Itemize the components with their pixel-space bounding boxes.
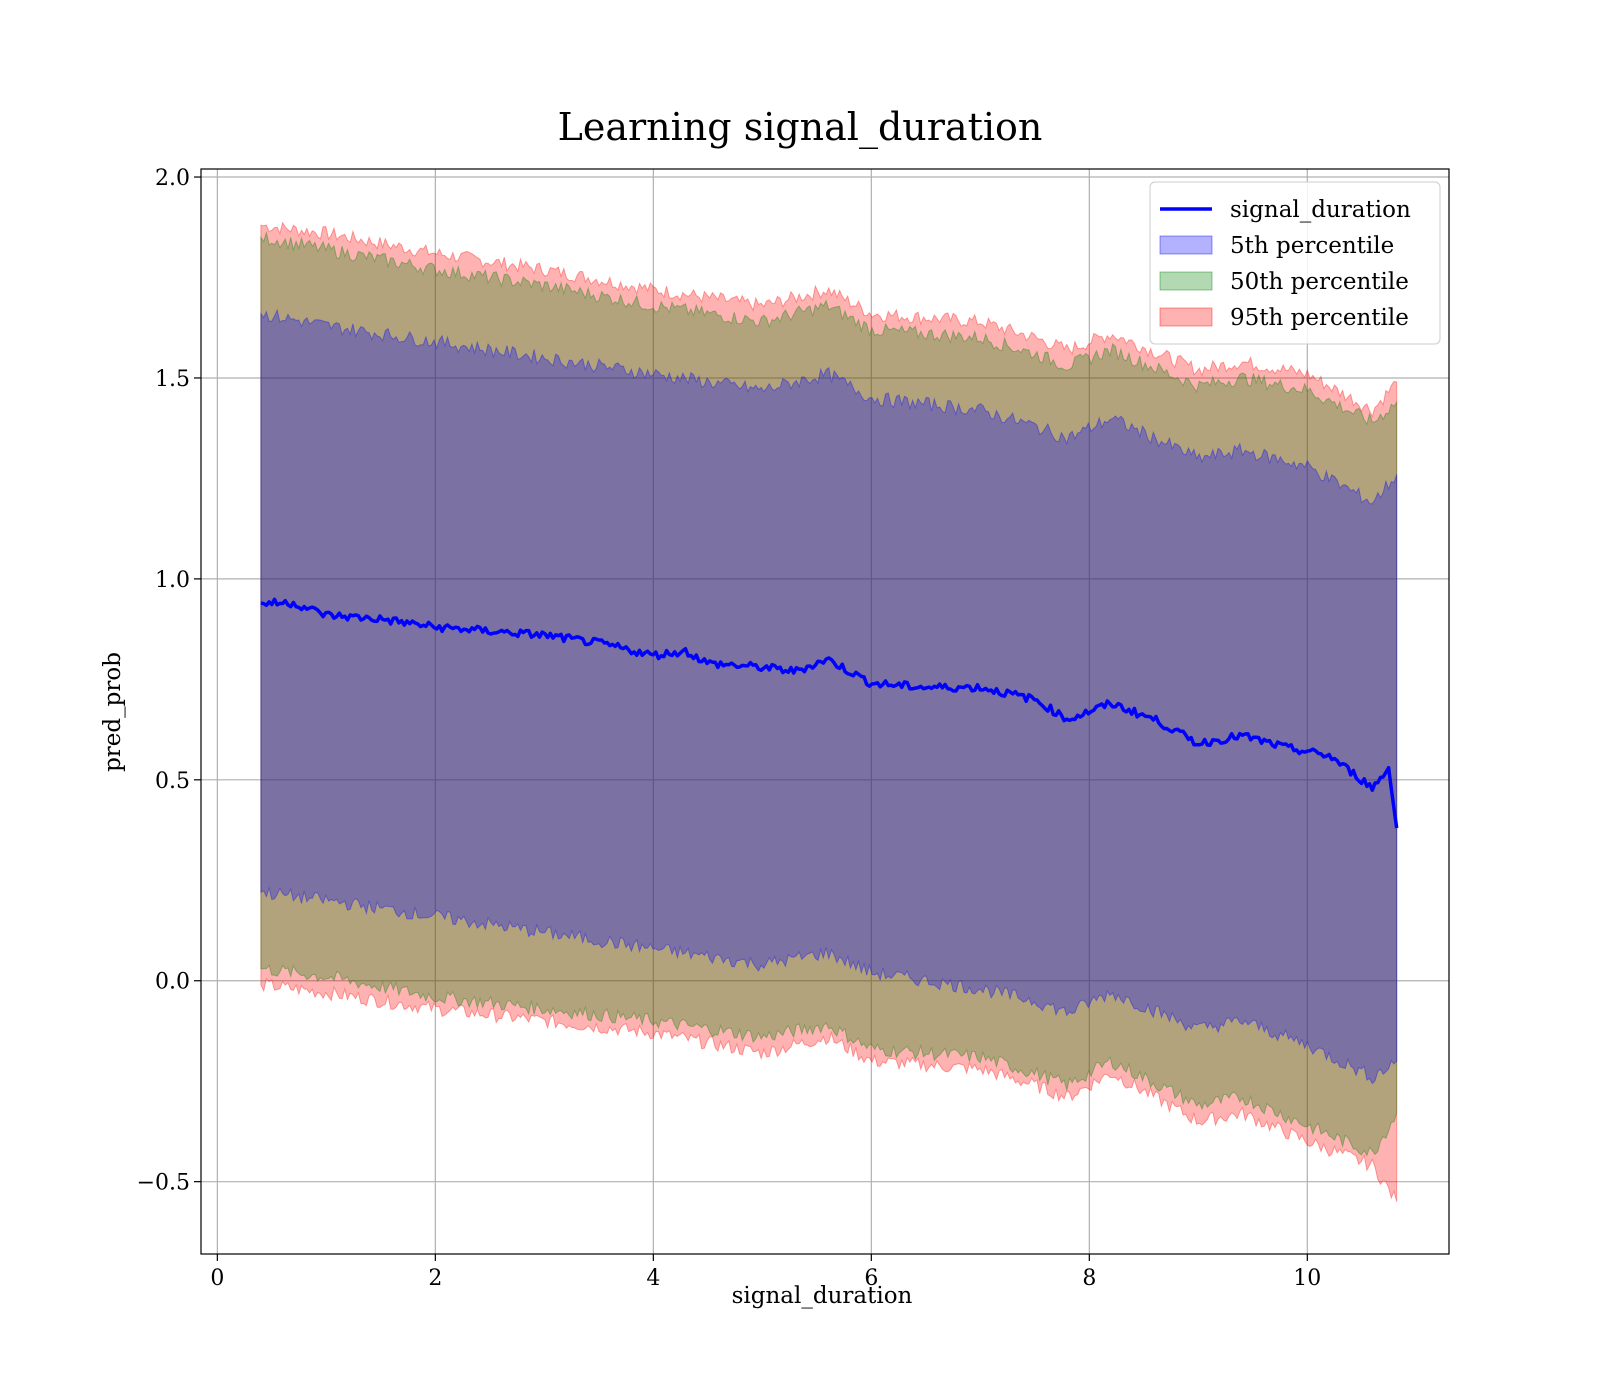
legend: signal_duration 5th percentile 50th percen… bbox=[1149, 181, 1441, 345]
y-tick-label: 1.5 bbox=[155, 367, 190, 392]
percentile-bands bbox=[260, 221, 1398, 1202]
chart-title: Learning signal_duration bbox=[558, 105, 1043, 150]
legend-swatch-5th-percentile bbox=[1159, 235, 1213, 255]
x-tick-label: 8 bbox=[1082, 1266, 1096, 1291]
band-5th-percentile bbox=[260, 308, 1398, 1085]
x-tick-label: 10 bbox=[1293, 1266, 1321, 1291]
plot-frame bbox=[200, 168, 1450, 1255]
legend-label-95th-percentile: 95th percentile bbox=[1230, 305, 1409, 331]
legend-box bbox=[1149, 181, 1441, 345]
legend-swatch-50th-percentile bbox=[1159, 271, 1213, 291]
legend-label-5th-percentile: 5th percentile bbox=[1230, 233, 1394, 259]
series-line-signal-duration bbox=[260, 597, 1399, 829]
legend-label-signal_duration: signal_duration bbox=[1230, 197, 1411, 223]
y-tick-label: −0.5 bbox=[137, 1171, 190, 1196]
x-tick-label: 6 bbox=[864, 1266, 878, 1291]
y-tick-label: 2.0 bbox=[155, 166, 190, 191]
x-tick-label: 4 bbox=[646, 1266, 660, 1291]
x-axis-label: signal_duration bbox=[732, 1283, 913, 1309]
legend-label-50th-percentile: 50th percentile bbox=[1230, 269, 1409, 295]
series-line-layer bbox=[260, 597, 1399, 829]
y-axis-label: pred_prob bbox=[100, 652, 126, 772]
x-tick-label: 2 bbox=[428, 1266, 442, 1291]
y-tick-label: 0.5 bbox=[155, 769, 190, 794]
axis-ticks: 0 2 4 6 8 10 −0.5 0.0 0.5 1.0 1.5 2.0 bbox=[137, 166, 1322, 1291]
band-95th-percentile bbox=[260, 221, 1398, 1202]
y-tick-label: 0.0 bbox=[155, 970, 190, 995]
legend-swatch-95th-percentile bbox=[1159, 307, 1213, 327]
band-50th-percentile bbox=[260, 230, 1398, 1157]
y-tick-label: 1.0 bbox=[155, 568, 190, 593]
x-tick-label: 0 bbox=[210, 1266, 224, 1291]
